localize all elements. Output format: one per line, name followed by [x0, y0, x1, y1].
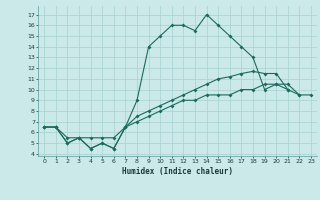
X-axis label: Humidex (Indice chaleur): Humidex (Indice chaleur): [122, 167, 233, 176]
